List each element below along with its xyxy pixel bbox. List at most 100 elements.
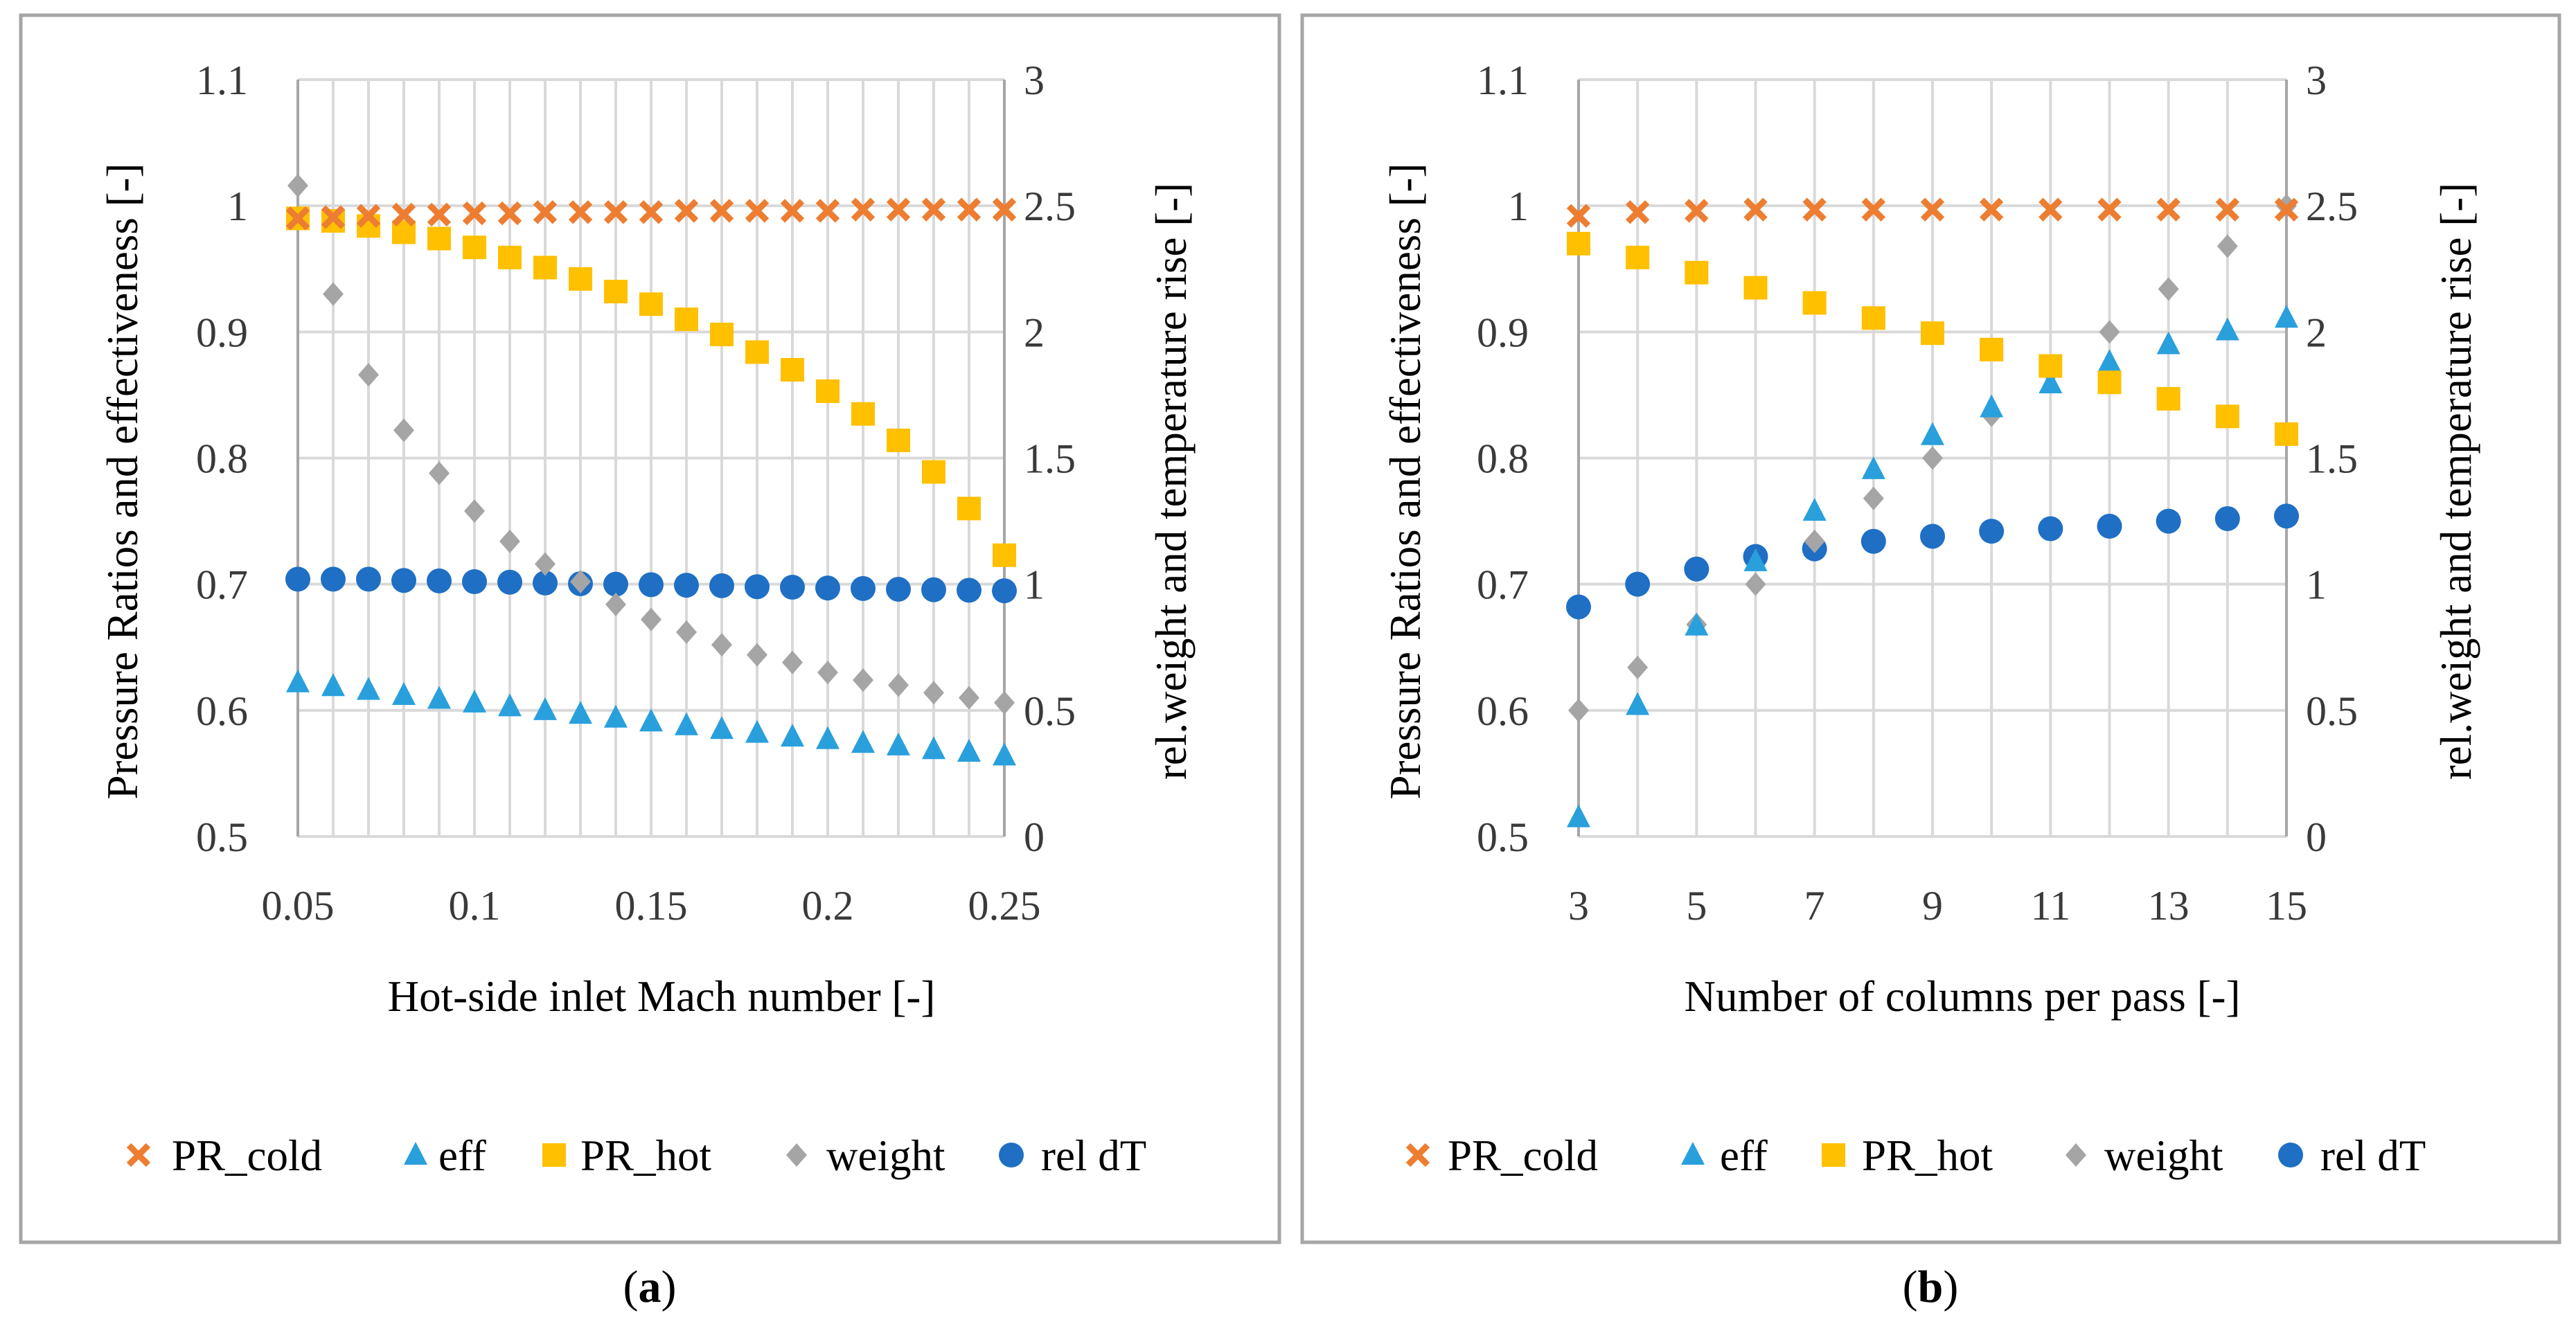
- panel-b-y-tick-label: 0.8: [1477, 436, 1529, 482]
- panel-a-point-pr-hot: [639, 292, 663, 316]
- panel-b-point-rel-dt: [2156, 508, 2181, 534]
- panel-b-series-pr-cold: [1566, 197, 2299, 228]
- panel-b-point-eff: [2097, 349, 2122, 373]
- panel-a-point-eff: [922, 736, 945, 760]
- panel-a-point-weight: [853, 668, 873, 692]
- panel-a-point-pr-hot: [710, 322, 734, 346]
- panel-a-point-pr-cold: [603, 200, 628, 224]
- panel-b-y2-tick-label: 1: [2306, 562, 2327, 608]
- panel-a-point-weight: [747, 643, 767, 667]
- panel-a-y-tick-label: 0.8: [196, 436, 248, 482]
- panel-a-point-pr-cold: [568, 200, 593, 224]
- panel-a-legend: PR_cold eff PR_hot weight rel dT: [126, 1131, 1146, 1180]
- panel-b-y2-tick-label: 0.5: [2306, 688, 2358, 734]
- panel-b-point-pr-cold: [1802, 197, 1827, 222]
- panel-a-point-rel-dt: [391, 568, 416, 593]
- panel-b-legend-item-rel-dt: rel dT: [2278, 1131, 2426, 1180]
- panel-a-point-rel-dt: [780, 575, 805, 600]
- panel-b-x-axis-title: Number of columns per pass [-]: [1684, 972, 2240, 1021]
- panel-a-x-tick-label: 0.15: [615, 883, 688, 929]
- panel-a-y2-tick-label: 1: [1024, 562, 1045, 608]
- panel-b-point-eff: [1685, 612, 1709, 636]
- panel-b-legend-item-weight: weight: [2066, 1131, 2223, 1180]
- panel-a-point-weight: [393, 418, 414, 442]
- panel-a-x-tick-label: 0.2: [802, 883, 854, 929]
- panel-b-x-tick-label: 11: [2030, 883, 2070, 929]
- panel-a-point-pr-hot: [569, 267, 592, 291]
- panel-a-point-eff: [639, 708, 663, 732]
- panel-a-point-weight: [676, 620, 697, 644]
- panel-b-point-pr-cold: [1861, 197, 1886, 222]
- panel-b-y-tick-label: 0.9: [1477, 310, 1529, 355]
- panel-b-label-letter: b: [1918, 1262, 1944, 1312]
- panel-b-point-pr-cold: [2156, 197, 2180, 222]
- panel-b-point-pr-hot: [1980, 337, 2004, 361]
- panel-b-y2-tick-label: 3: [2306, 57, 2327, 103]
- panel-a-point-pr-cold: [674, 199, 699, 223]
- panel-a-legend-marker-rel-dt: [999, 1143, 1024, 1168]
- panel-b-x-tick-label: 9: [1922, 883, 1943, 929]
- panel-b-point-rel-dt: [1860, 528, 1886, 554]
- panel-b-point-pr-cold: [1743, 197, 1768, 222]
- panel-b-point-pr-cold: [1566, 204, 1591, 228]
- panel-b-point-pr-cold: [1979, 197, 2004, 222]
- panel-a-point-pr-hot: [922, 460, 945, 484]
- panel-b-point-eff: [1980, 394, 2004, 418]
- panel-a-point-weight: [499, 529, 520, 553]
- panel-b: 3 5 7 9 11 13 15 0.5 0.6 0.7 0.8 0.9 1 1.1 0 0.5 1 1.5 2 2.…: [1300, 13, 2561, 1244]
- panel-a-point-pr-hot: [533, 256, 557, 280]
- panel-a-point-rel-dt: [321, 566, 346, 592]
- panel-a-y-tick-label: 1: [227, 184, 248, 229]
- panel-b-point-weight: [1863, 486, 1884, 510]
- panel-a-point-eff: [781, 724, 804, 747]
- panel-a-point-pr-cold: [815, 199, 840, 223]
- panel-a-point-weight: [464, 499, 485, 524]
- panel-a-marks: [285, 174, 1017, 766]
- panel-a-y2-axis-title: rel.weight and temperature rise [-]: [1147, 183, 1196, 780]
- panel-a-legend-marker-pr-cold: [126, 1143, 151, 1168]
- panel-b-point-weight: [2217, 234, 2238, 258]
- panel-b-point-rel-dt: [1625, 571, 1651, 597]
- panel-b-point-pr-hot: [2156, 386, 2180, 411]
- panel-a-y-tick-label: 0.7: [196, 562, 248, 608]
- panel-a-point-weight: [923, 681, 944, 705]
- panel-a-point-weight: [711, 633, 732, 657]
- panel-a-legend-label-pr-hot: PR_hot: [580, 1131, 712, 1180]
- panel-a-point-eff: [604, 704, 628, 728]
- panel-b-legend-marker-pr-hot: [1822, 1143, 1845, 1167]
- panel-a-x-tick-label: 0.25: [968, 883, 1041, 929]
- panel-a-point-rel-dt: [851, 575, 876, 601]
- panel-a-point-pr-hot: [993, 543, 1016, 567]
- panel-a-point-rel-dt: [603, 571, 628, 597]
- panel-b-point-pr-hot: [1626, 245, 1650, 269]
- panel-a-point-weight: [429, 461, 450, 485]
- panel-b-point-eff: [2215, 317, 2239, 341]
- panel-a-point-pr-cold: [391, 202, 416, 227]
- panel-a-point-pr-cold: [709, 199, 734, 223]
- panel-a-legend-item-pr-hot: PR_hot: [542, 1131, 712, 1180]
- panel-b-legend-marker-weight: [2066, 1143, 2086, 1167]
- panel-a-point-rel-dt: [462, 569, 487, 595]
- panel-b-point-pr-hot: [2275, 422, 2298, 446]
- panel-a-point-eff: [993, 742, 1016, 766]
- panel-b-point-eff: [2038, 370, 2063, 394]
- panel-a-point-eff: [675, 712, 698, 735]
- panel-a-point-eff: [357, 677, 380, 700]
- panel-b-legend-marker-pr-cold: [1405, 1143, 1430, 1168]
- panel-b-x-tick-label: 15: [2266, 883, 2307, 929]
- panel-a-point-rel-dt: [639, 572, 664, 598]
- panel-a-point-eff: [321, 673, 345, 697]
- panel-a-point-pr-hot: [781, 357, 804, 382]
- panel-a-point-weight: [994, 690, 1015, 715]
- panel-b-point-weight: [1745, 572, 1766, 596]
- panel-a-axes: 0.05 0.1 0.15 0.2 0.25 0.5 0.6 0.7 0.8 0.9 1 1.1 0 0.…: [196, 57, 1076, 929]
- panel-a-point-weight: [641, 607, 661, 632]
- panel-a-point-pr-cold: [851, 197, 876, 222]
- panel-a-y2-tick-label: 1.5: [1024, 436, 1076, 482]
- panel-a-point-eff: [533, 697, 557, 720]
- panel-b-point-rel-dt: [1566, 594, 1591, 620]
- panel-a-series-weight: [287, 174, 1015, 715]
- panel-b-marks: [1566, 194, 2299, 827]
- panel-b-point-pr-cold: [2038, 197, 2063, 222]
- panel-a-point-pr-cold: [356, 204, 381, 228]
